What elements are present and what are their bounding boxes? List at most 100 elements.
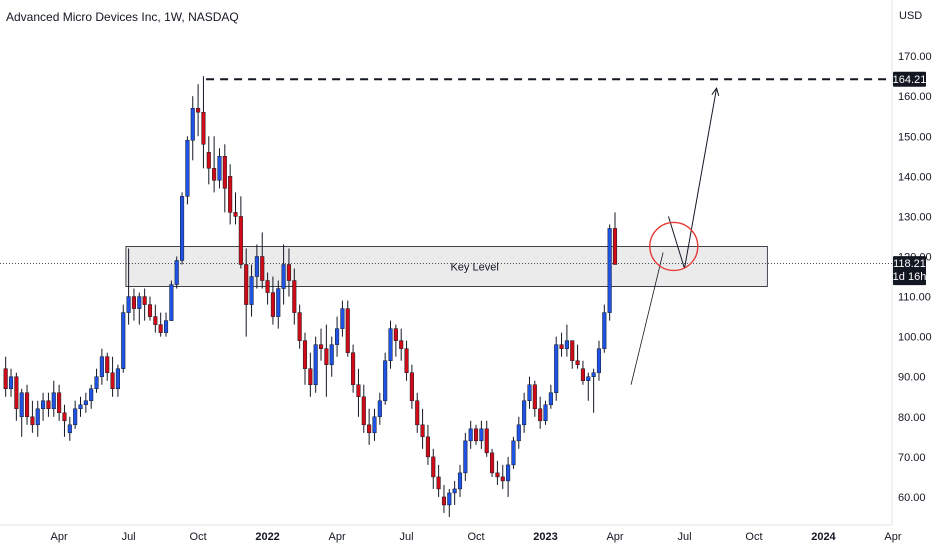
candle-up: [372, 416, 377, 434]
time-tick-label: Oct: [745, 531, 762, 543]
candle-up: [276, 288, 281, 317]
candle-down: [233, 212, 238, 217]
candle-down: [367, 424, 372, 434]
candle-up: [180, 196, 185, 261]
highlight-circle: [649, 221, 699, 272]
candle-up: [19, 392, 24, 418]
current-price-badge-text: 1d 16h: [893, 271, 927, 283]
projection-path: [667, 88, 718, 269]
candle-down: [297, 312, 302, 341]
target-price-badge-bg: [893, 71, 926, 87]
price-tick-label: 170.00: [898, 51, 932, 63]
time-tick-label: Jul: [400, 531, 414, 543]
candle-down: [222, 156, 227, 189]
current-price-badge-text: 118.21: [893, 258, 926, 270]
time-tick-label: Oct: [190, 531, 207, 543]
time-tick-label: Apr: [884, 531, 901, 543]
trend-line: [630, 252, 664, 385]
candle-up: [516, 424, 521, 442]
candle-down: [260, 256, 265, 281]
candle-down: [308, 368, 313, 385]
candle-up: [564, 340, 569, 349]
time-axis[interactable]: Apr Jul Oct 2022 Apr Jul Oct 2023 Apr Jul Oct 2024 A…: [51, 531, 902, 543]
candle-up: [506, 464, 511, 482]
time-tick-label: Jul: [677, 531, 691, 543]
candle-down: [238, 216, 243, 265]
price-tick-label: 90.00: [898, 372, 926, 384]
candle-down: [559, 344, 564, 349]
candle-up: [522, 400, 527, 426]
candle-down: [356, 384, 361, 398]
time-tick-label: Apr: [606, 531, 623, 543]
candle-down: [404, 348, 409, 373]
candle-up: [281, 264, 286, 289]
candle-up: [254, 256, 259, 277]
candle-down: [244, 264, 249, 305]
candle-down: [324, 348, 329, 365]
candle-up: [591, 372, 596, 377]
candle-up: [527, 384, 532, 402]
price-tick-label: 130.00: [898, 211, 932, 223]
time-tick-label: Apr: [329, 531, 346, 543]
candle-up: [126, 296, 131, 313]
candle-up: [190, 107, 195, 141]
time-tick-label: 2024: [811, 531, 836, 543]
price-axis-currency: USD: [899, 10, 922, 22]
candle-down: [302, 340, 308, 369]
candle-down: [345, 308, 350, 353]
price-tick-label: 150.00: [898, 131, 932, 143]
candle-up: [137, 296, 142, 309]
price-tick-label: 80.00: [898, 412, 926, 424]
price-tick-label: 60.00: [898, 492, 926, 504]
candle-down: [30, 416, 35, 426]
candle-down: [441, 496, 447, 506]
candle-up: [388, 328, 393, 361]
candle-down: [158, 324, 163, 333]
candle-down: [431, 456, 436, 478]
candle-down: [46, 400, 51, 410]
candle-down: [420, 424, 425, 438]
candle-down: [612, 228, 618, 265]
candle-down: [62, 412, 67, 422]
candle-up: [83, 400, 88, 406]
candle-down: [25, 392, 30, 418]
candle-up: [511, 440, 516, 466]
time-tick-label: 2022: [255, 531, 279, 543]
candle-up: [457, 472, 463, 490]
candle-down: [270, 292, 275, 317]
candle-down: [286, 264, 292, 281]
key-level-label: Key Level: [450, 262, 498, 274]
candle-down: [393, 328, 398, 341]
candle-up: [340, 308, 345, 329]
candle-down: [490, 452, 495, 474]
candle-down: [570, 340, 575, 361]
candle-up: [596, 348, 602, 373]
candle-up: [174, 260, 179, 285]
candle-down: [532, 384, 537, 410]
candle-up: [447, 492, 452, 506]
candle-down: [131, 296, 137, 309]
candle-down: [361, 396, 366, 426]
candle-up: [217, 156, 222, 181]
candle-down: [206, 152, 211, 169]
candle-up: [479, 428, 484, 442]
candle-up: [169, 284, 174, 321]
candle-up: [185, 140, 190, 197]
candle-down: [409, 372, 414, 402]
key-level-zone-layer: Key Level: [0, 246, 892, 287]
candle-up: [8, 376, 14, 389]
candle-up: [543, 404, 548, 422]
candle-down: [538, 408, 543, 422]
candle-down: [147, 304, 153, 317]
candle-down: [110, 372, 115, 389]
price-tick-label: 100.00: [898, 332, 932, 344]
candle-up: [548, 392, 553, 406]
candle-down: [57, 392, 62, 414]
key-level-zone: [125, 246, 768, 287]
candle-down: [575, 360, 580, 365]
candle-down: [153, 316, 158, 325]
time-tick-label: 2023: [533, 531, 557, 543]
